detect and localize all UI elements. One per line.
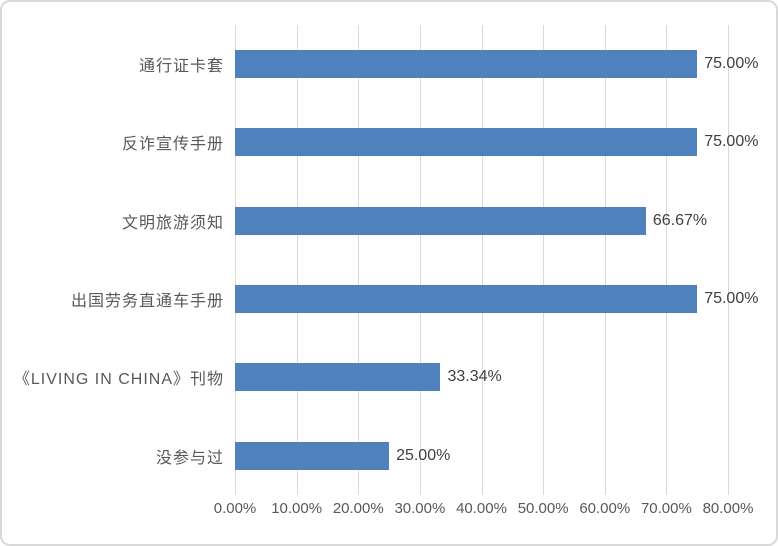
plot-area [235, 25, 729, 495]
bar-row: 出国劳务直通车手册 75.00% [2, 260, 776, 338]
value-label: 75.00% [704, 133, 759, 151]
bar [235, 363, 441, 392]
bar [235, 206, 646, 235]
bar-track: 75.00% [235, 285, 758, 314]
x-axis: 0.00% 10.00% 20.00% 30.00% 40.00% 50.00% 60.00… [214, 500, 754, 522]
gridline [296, 25, 298, 495]
bar [235, 441, 390, 470]
category-label: 文明旅游须知 [121, 214, 224, 232]
value-label: 75.00% [704, 55, 759, 73]
bar [235, 285, 698, 314]
x-tick-label: 80.00% [702, 500, 754, 517]
category-label: 反诈宣传手册 [121, 136, 224, 154]
x-tick-label: 50.00% [517, 500, 569, 517]
bar-track: 66.67% [235, 206, 728, 235]
gridline [358, 25, 360, 495]
x-tick-label: 20.00% [332, 500, 384, 517]
gridline [419, 25, 421, 495]
bar-row: 没参与过 25.00% [2, 417, 776, 495]
category-label: 通行证卡套 [138, 58, 224, 76]
bar [235, 128, 698, 157]
gridline [728, 25, 729, 495]
bar [235, 50, 698, 79]
bar-row: 通行证卡套 75.00% [2, 25, 776, 103]
x-tick-label: 30.00% [394, 500, 446, 517]
bar-track: 25.00% [235, 441, 728, 470]
bar-track: 75.00% [235, 128, 758, 157]
x-tick-label: 40.00% [456, 500, 507, 517]
gridline [543, 25, 545, 495]
x-tick-label: 10.00% [271, 500, 323, 517]
gridline [481, 25, 483, 495]
value-label: 75.00% [704, 290, 759, 308]
value-label: 25.00% [396, 446, 451, 464]
value-label: 33.34% [447, 368, 502, 386]
bar-row: 反诈宣传手册 75.00% [2, 103, 776, 181]
bar-track: 33.34% [235, 363, 728, 392]
x-tick-label: 70.00% [640, 500, 692, 517]
category-label: 没参与过 [155, 449, 224, 467]
gridline [666, 25, 668, 495]
category-label: 出国劳务直通车手册 [70, 293, 224, 311]
category-label: 《LIVING IN CHINA》刊物 [13, 371, 224, 389]
bar-row: 文明旅游须知 66.67% [2, 182, 776, 260]
x-tick-label: 60.00% [579, 500, 631, 517]
gridline [235, 25, 236, 495]
bar-row: 《LIVING IN CHINA》刊物 33.34% [2, 338, 776, 416]
value-label: 66.67% [652, 211, 708, 229]
bar-track: 75.00% [235, 50, 758, 79]
x-tick-label: 0.00% [213, 500, 257, 517]
gridline [604, 25, 606, 495]
bar-rows: 通行证卡套 75.00% 反诈宣传手册 75.00% 文明旅游须知 66.67% 出国劳务直… [2, 25, 776, 495]
